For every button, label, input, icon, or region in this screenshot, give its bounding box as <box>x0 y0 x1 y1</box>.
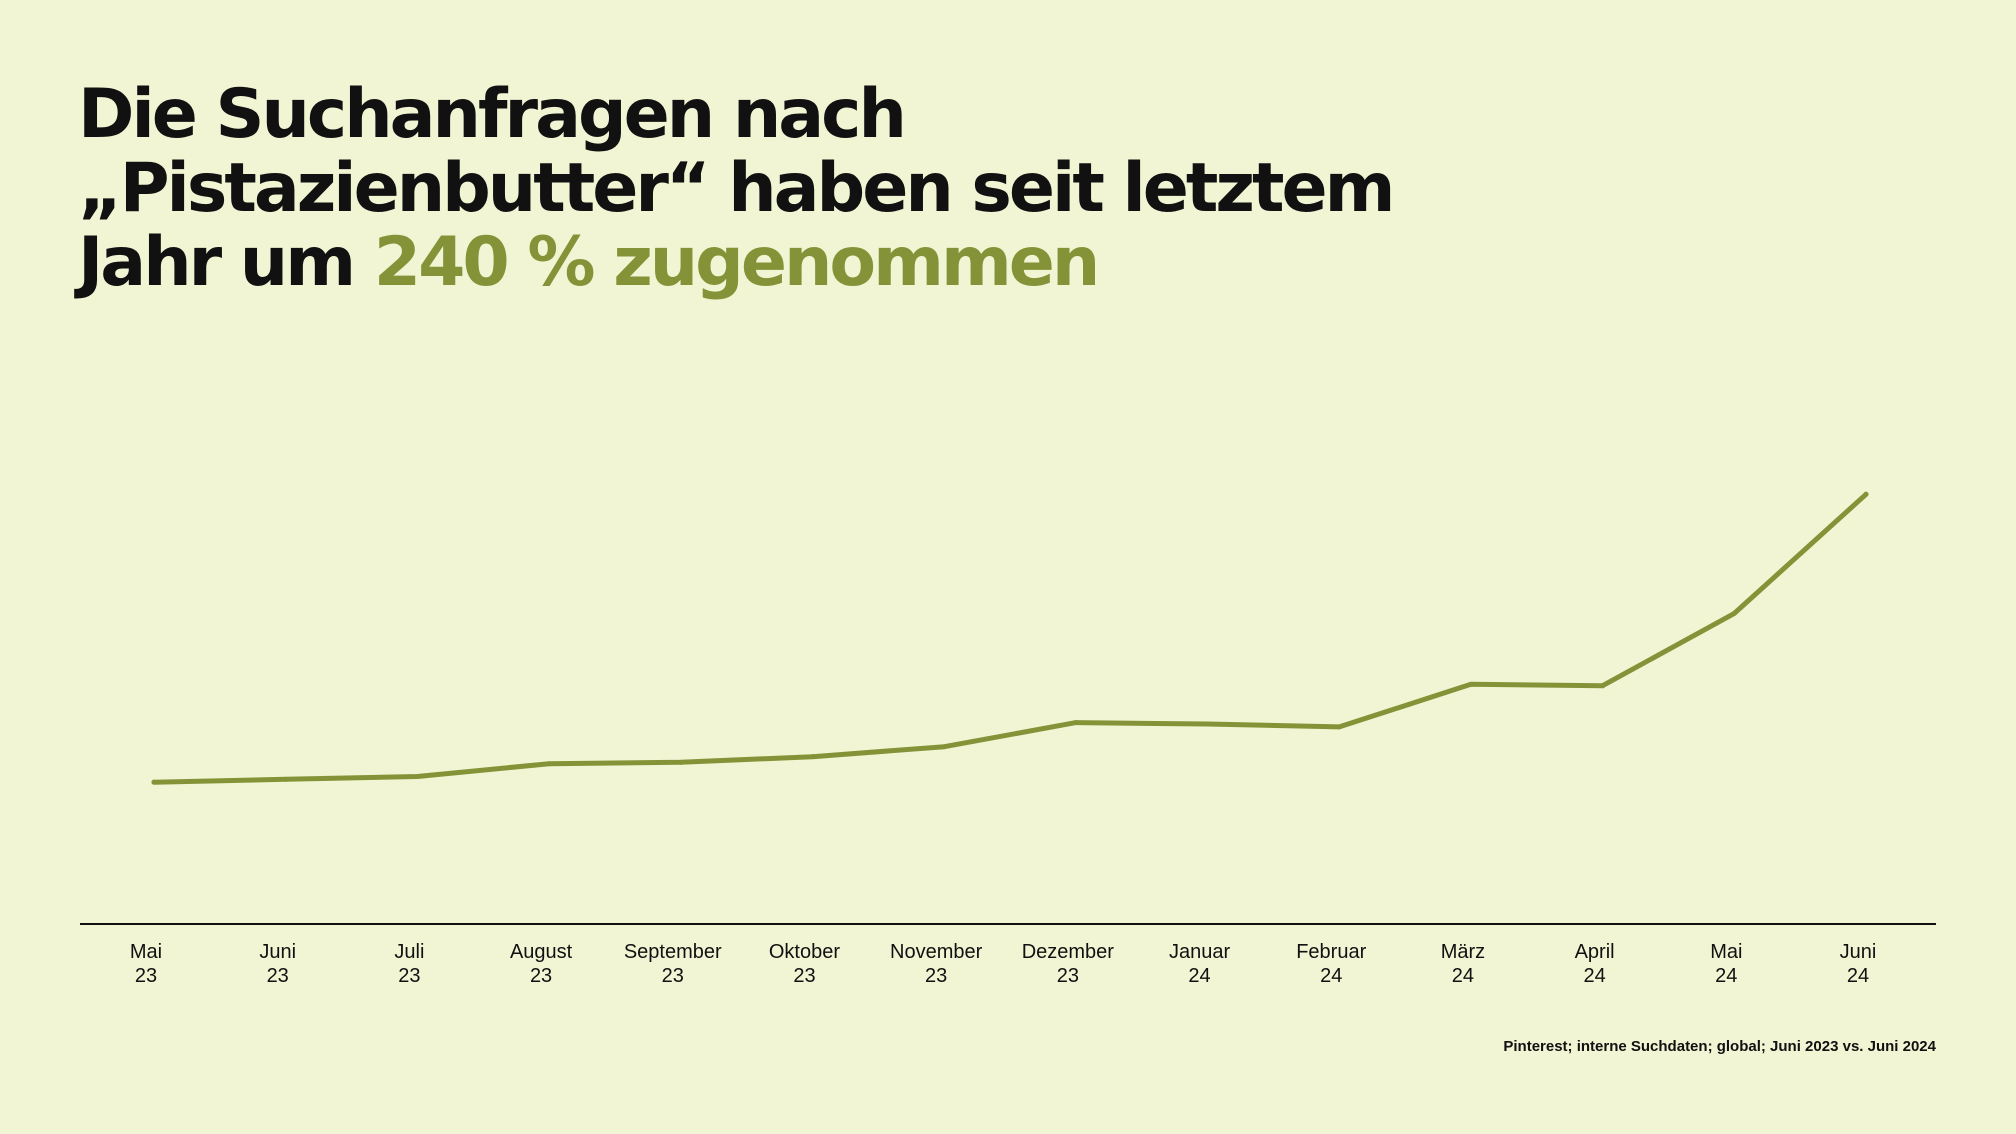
headline-line-3-prefix: Jahr um <box>78 223 356 302</box>
data-point <box>1336 724 1342 730</box>
data-point <box>678 759 684 765</box>
x-tick-label: September 23 <box>624 941 722 987</box>
x-tick-label: Januar 24 <box>1169 941 1230 987</box>
data-point <box>1205 721 1211 727</box>
data-point <box>546 761 552 767</box>
x-tick-label: Mai 24 <box>1710 941 1742 987</box>
headline-line-1: Die Suchanfragen nach <box>78 75 907 154</box>
data-point <box>1863 491 1869 497</box>
data-point <box>1073 720 1079 726</box>
x-tick-label: März 24 <box>1441 941 1485 987</box>
series-line <box>151 491 1869 785</box>
x-tick-label: Februar 24 <box>1296 941 1366 987</box>
x-tick-label: Dezember 23 <box>1022 941 1115 987</box>
data-point <box>941 744 947 750</box>
x-tick-label: Juni 24 <box>1840 941 1877 987</box>
x-tick-label: Juli 23 <box>394 941 424 987</box>
x-tick-label: November 23 <box>890 941 983 987</box>
x-tick-labels: Mai 23 Juni 23 Juli 23 August 23 September 23 Okto… <box>130 941 1876 987</box>
source-note: Pinterest; interne Suchdaten; global; Ju… <box>1503 1038 1936 1055</box>
x-tick-label: Mai 23 <box>130 941 162 987</box>
headline-line-3: Jahr um 240 % zugenommen <box>78 226 1478 300</box>
x-tick-label: Juni 23 <box>259 941 296 987</box>
data-point <box>1468 681 1474 687</box>
data-point <box>151 779 157 785</box>
data-point <box>414 774 420 780</box>
x-tick-label: Oktober 23 <box>769 941 840 987</box>
headline: Die Suchanfragen nach „Pistazienbutter“ … <box>78 78 1478 300</box>
x-tick-label: August 23 <box>510 941 573 987</box>
data-point <box>283 776 289 782</box>
headline-line-2: „Pistazienbutter“ haben seit letztem <box>78 149 1396 228</box>
data-point <box>1600 683 1606 689</box>
x-tick-label: April 24 <box>1575 941 1615 987</box>
data-point <box>809 754 815 760</box>
headline-accent: 240 % zugenommen <box>373 223 1101 302</box>
data-point <box>1731 610 1737 616</box>
